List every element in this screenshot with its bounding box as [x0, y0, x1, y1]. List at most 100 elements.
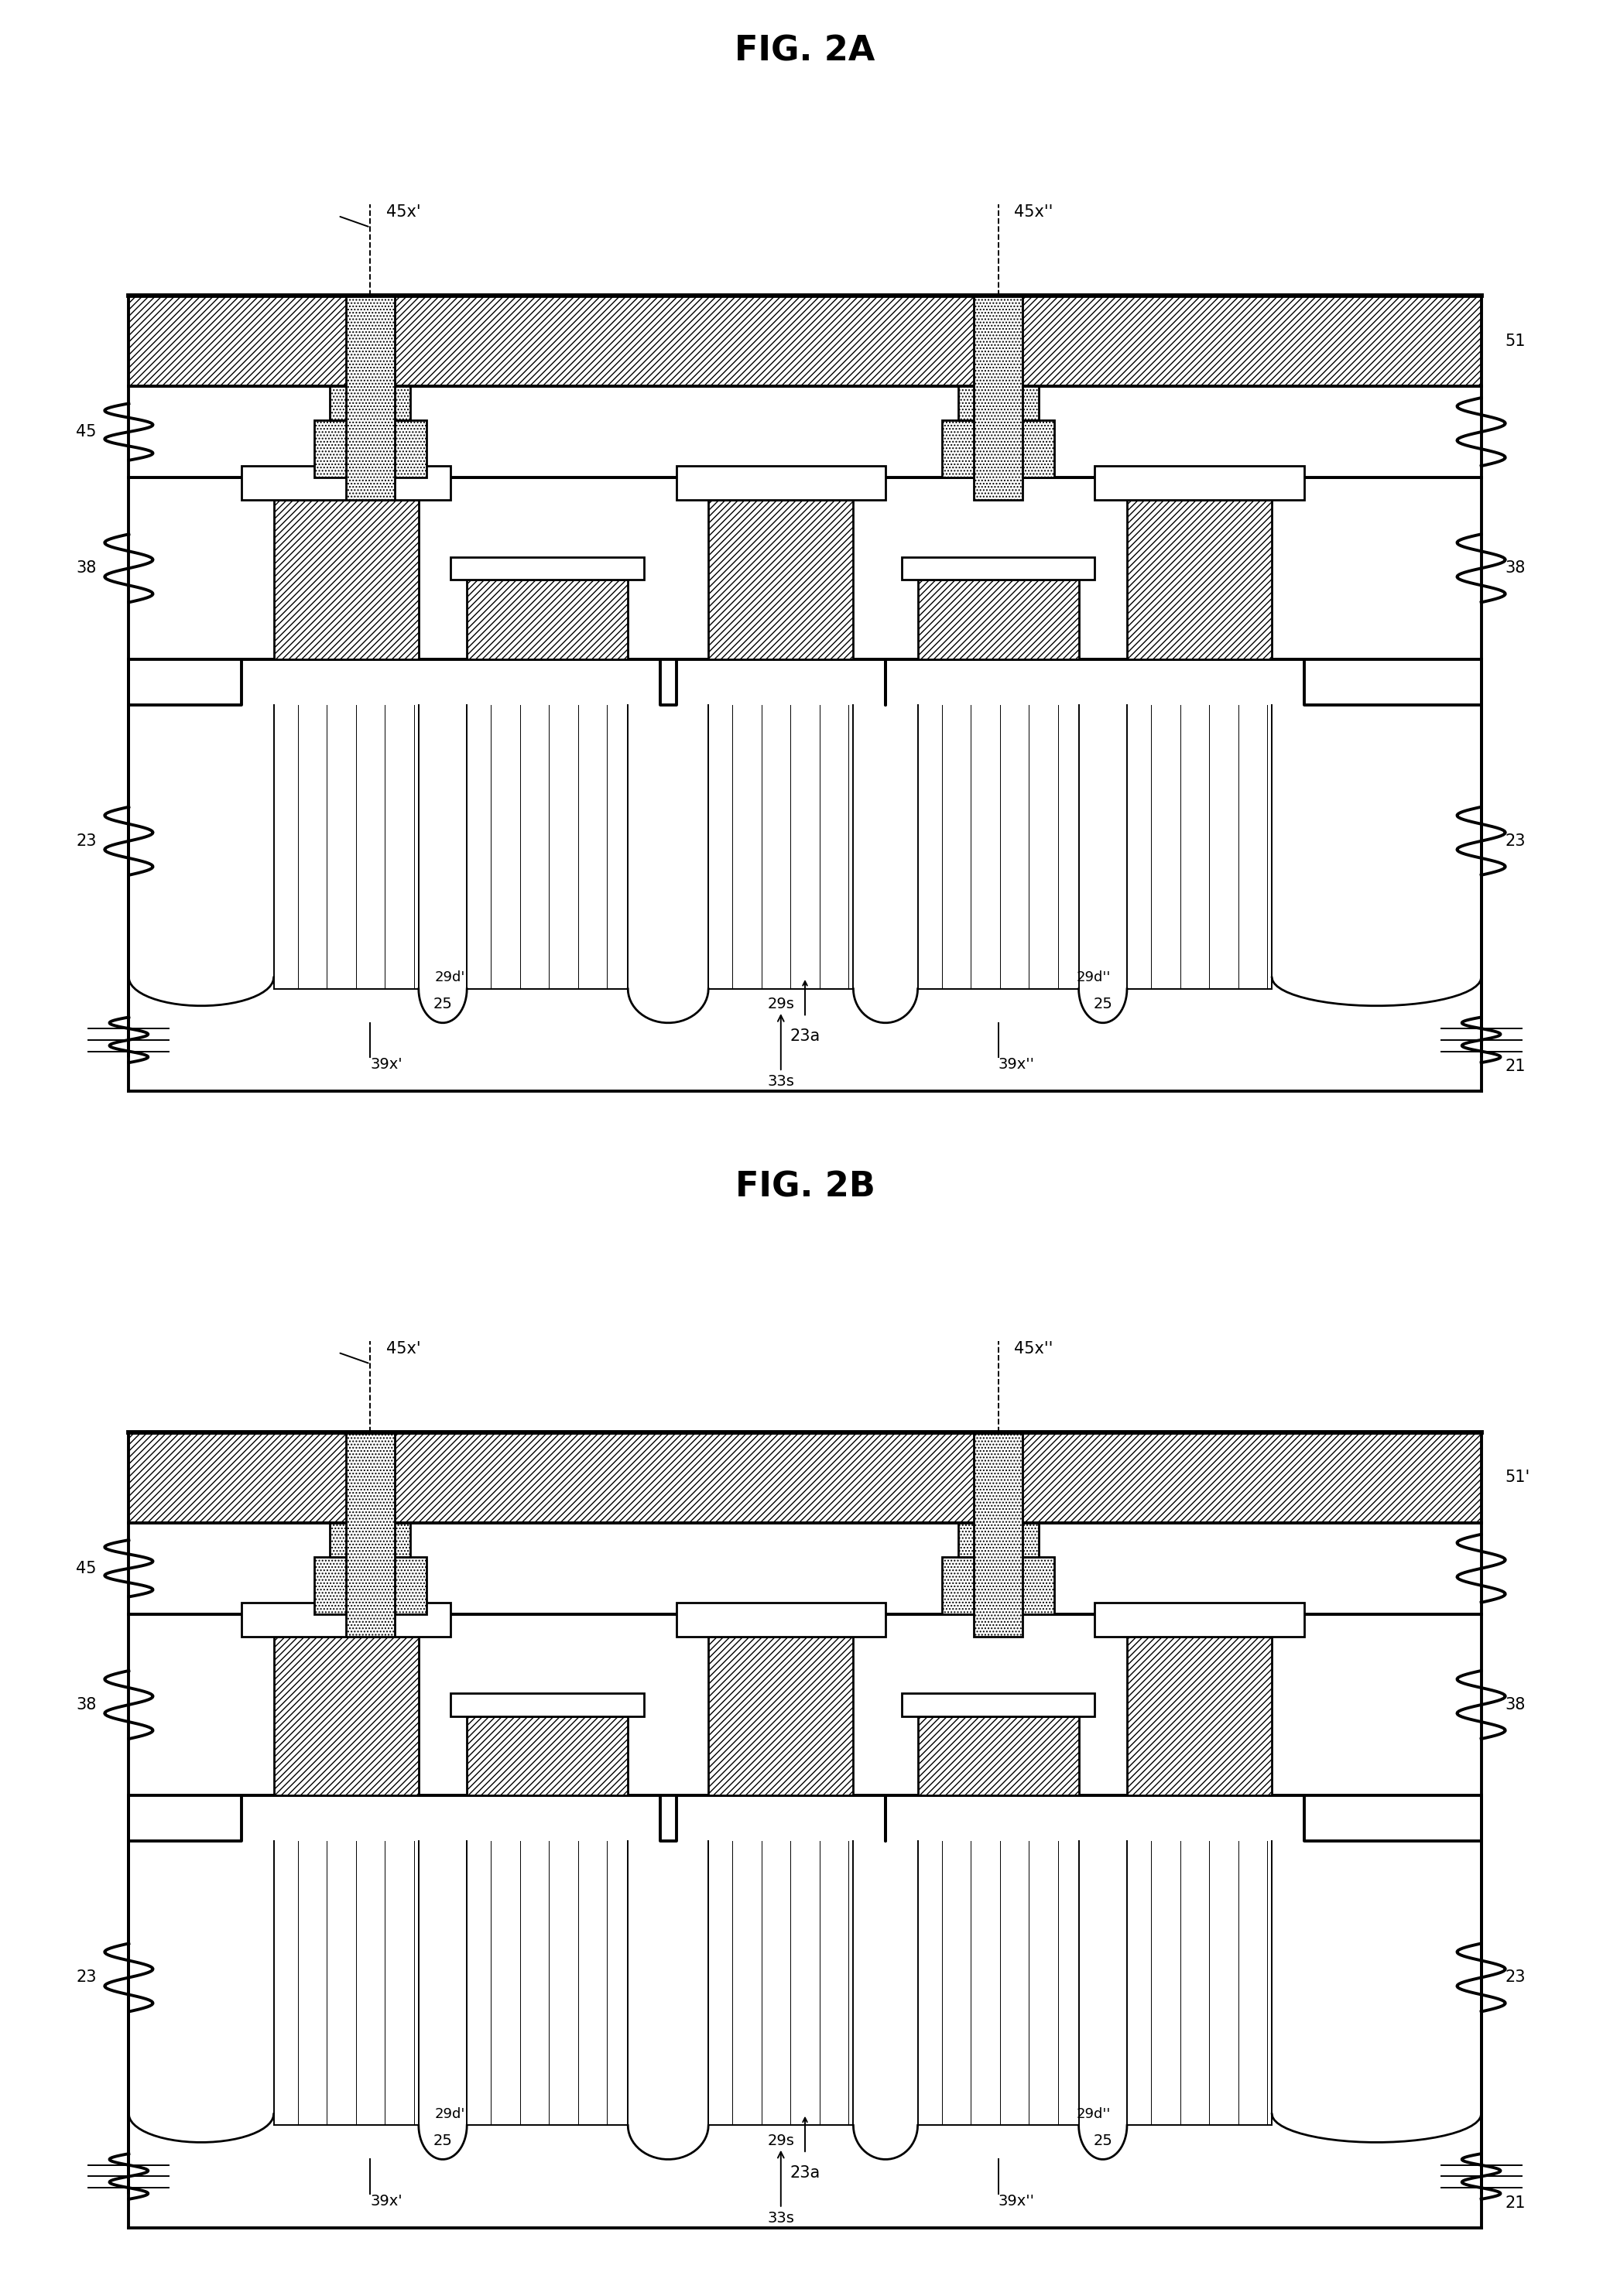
Text: 25: 25	[433, 996, 452, 1013]
Text: 38: 38	[1505, 1697, 1526, 1713]
Bar	[129, 659, 1481, 1022]
Text: 39x': 39x'	[370, 1056, 402, 1072]
Text: 51': 51'	[1505, 1469, 1531, 1486]
Bar	[129, 386, 1481, 478]
Text: 23: 23	[76, 1970, 97, 1986]
Text: 23: 23	[1505, 1970, 1526, 1986]
Text: 47: 47	[230, 344, 343, 365]
Text: 39a: 39a	[196, 1589, 225, 1605]
Text: 45b: 45b	[670, 1561, 699, 1575]
Text: 33d'': 33d''	[1320, 1766, 1357, 1779]
Text: 23a: 23a	[791, 2165, 819, 2181]
Text: 41b: 41b	[1071, 448, 1100, 461]
Text: lW': lW'	[402, 1596, 425, 1609]
Text: 23: 23	[1505, 833, 1526, 850]
Text: 29d'': 29d''	[1077, 2108, 1111, 2122]
Text: 43a: 43a	[427, 1534, 456, 1548]
Text: 39a: 39a	[196, 452, 225, 468]
Bar	[1127, 1637, 1272, 1795]
Bar	[918, 1715, 1079, 1795]
Text: 21: 21	[1505, 2195, 1526, 2211]
Text: 39x': 39x'	[370, 2193, 402, 2209]
Text: 35d'': 35d''	[1320, 1720, 1357, 1736]
Text: 29d'': 29d''	[435, 2108, 469, 2122]
Bar	[129, 1614, 1481, 1795]
Text: 49b: 49b	[1038, 333, 1067, 349]
Text: 35d': 35d'	[193, 1720, 225, 1736]
Text: 27b: 27b	[984, 530, 1013, 546]
Text: 33d': 33d'	[193, 629, 225, 643]
Text: 39x'': 39x''	[998, 1056, 1035, 1072]
Bar	[958, 386, 1038, 420]
Text: 38: 38	[76, 560, 97, 576]
Bar	[314, 1557, 427, 1614]
Text: lW': lW'	[402, 459, 425, 473]
Bar	[902, 558, 1095, 579]
Text: 33s: 33s	[768, 2151, 794, 2225]
Text: 33d'': 33d''	[1320, 629, 1357, 643]
Bar	[346, 296, 394, 501]
Bar	[1095, 1603, 1304, 1637]
Text: 29s: 29s	[768, 996, 794, 1013]
Text: 45a: 45a	[177, 1561, 206, 1575]
Bar	[958, 1522, 1038, 1557]
Text: 38: 38	[1505, 560, 1526, 576]
Bar	[902, 1694, 1095, 1715]
Text: 39x'': 39x''	[998, 2193, 1035, 2209]
Bar	[451, 1694, 644, 1715]
Text: 51: 51	[1505, 333, 1526, 349]
Bar	[129, 2158, 1481, 2227]
Bar	[242, 1603, 451, 1637]
Text: 49b: 49b	[1038, 1469, 1067, 1486]
Text: 43a: 43a	[427, 397, 456, 411]
Text: 25: 25	[1093, 2133, 1113, 2149]
Text: 38: 38	[76, 1697, 97, 1713]
Bar	[129, 478, 1481, 659]
Bar	[467, 1715, 628, 1795]
Text: 45a: 45a	[177, 425, 206, 439]
Bar	[676, 466, 886, 501]
Text: 29d'': 29d''	[1077, 971, 1111, 985]
Bar	[1095, 466, 1304, 501]
Text: 41a: 41a	[443, 1584, 472, 1598]
Bar	[129, 1433, 1481, 1522]
Text: 35s: 35s	[768, 1577, 794, 1591]
Text: 49a: 49a	[411, 1469, 440, 1486]
Bar	[242, 466, 451, 501]
Bar	[129, 296, 1481, 386]
Text: 41a: 41a	[443, 448, 472, 461]
Bar	[1127, 501, 1272, 659]
Bar	[330, 386, 411, 420]
Bar	[974, 1433, 1022, 1637]
Text: 33s: 33s	[768, 1015, 794, 1088]
Text: 47: 47	[874, 1481, 971, 1502]
Bar	[676, 1603, 886, 1637]
Bar	[942, 420, 1055, 478]
Polygon shape	[129, 1795, 1481, 2158]
Bar	[451, 558, 644, 579]
Text: 45x': 45x'	[386, 204, 420, 220]
Text: 45: 45	[76, 425, 97, 439]
Bar	[274, 1637, 419, 1795]
Bar	[346, 1433, 394, 1637]
Text: 39b: 39b	[1320, 1589, 1349, 1605]
Text: 33d': 33d'	[193, 1766, 225, 1779]
Text: 49a: 49a	[411, 333, 440, 349]
Text: FIG. 2B: FIG. 2B	[736, 1171, 874, 1203]
Text: 21: 21	[1505, 1058, 1526, 1075]
Text: 45x': 45x'	[386, 1341, 420, 1357]
Text: 45x'': 45x''	[1014, 1341, 1053, 1357]
Bar	[314, 420, 427, 478]
Text: 45b: 45b	[670, 425, 699, 439]
Bar	[918, 579, 1079, 659]
Bar	[708, 1637, 853, 1795]
Bar	[129, 1024, 1481, 1091]
Bar	[974, 296, 1022, 501]
Bar	[129, 1522, 1481, 1614]
Text: 39b: 39b	[1320, 452, 1349, 468]
Text: 35d': 35d'	[193, 583, 225, 599]
Text: 35s: 35s	[768, 441, 794, 455]
Bar	[129, 1795, 1481, 2158]
Bar	[330, 1522, 411, 1557]
Text: 27a: 27a	[533, 1667, 562, 1683]
